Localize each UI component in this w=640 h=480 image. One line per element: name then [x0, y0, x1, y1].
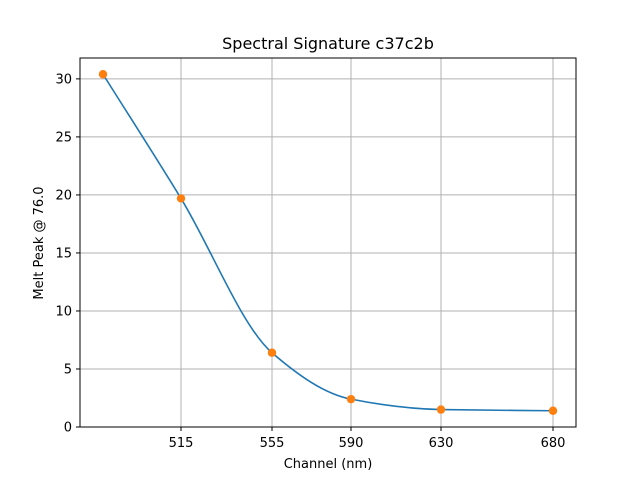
y-tick-label: 5	[64, 362, 72, 377]
data-point	[176, 194, 186, 203]
data-markers	[98, 70, 558, 415]
x-tick-label: 555	[260, 436, 285, 451]
x-tick-label: 630	[429, 436, 454, 451]
data-point	[98, 70, 108, 79]
plot-frame	[79, 57, 577, 428]
x-tick-label: 590	[339, 436, 364, 451]
x-axis-label: Channel (nm)	[284, 457, 373, 472]
chart-title: Spectral Signature c37c2b	[222, 34, 434, 53]
y-tick-label: 10	[55, 304, 72, 319]
y-tick-label: 15	[55, 246, 72, 261]
data-point	[346, 394, 356, 404]
series-curve-group	[102, 73, 554, 412]
axes: 515 555 590 630 680 0 5 10 15 20 25 30	[55, 57, 577, 451]
y-axis-label: Melt Peak @ 76.0	[32, 186, 47, 299]
grid	[80, 58, 576, 428]
y-tick-label: 0	[64, 421, 72, 436]
x-tick-label: 680	[541, 436, 566, 451]
data-point	[548, 406, 558, 415]
data-point	[436, 405, 446, 414]
y-tick-label: 30	[55, 72, 72, 87]
data-point	[267, 348, 277, 357]
x-tick-label: 515	[169, 436, 194, 451]
y-tick-label: 25	[55, 130, 72, 145]
y-tick-label: 20	[55, 188, 72, 203]
series-line	[102, 73, 554, 412]
